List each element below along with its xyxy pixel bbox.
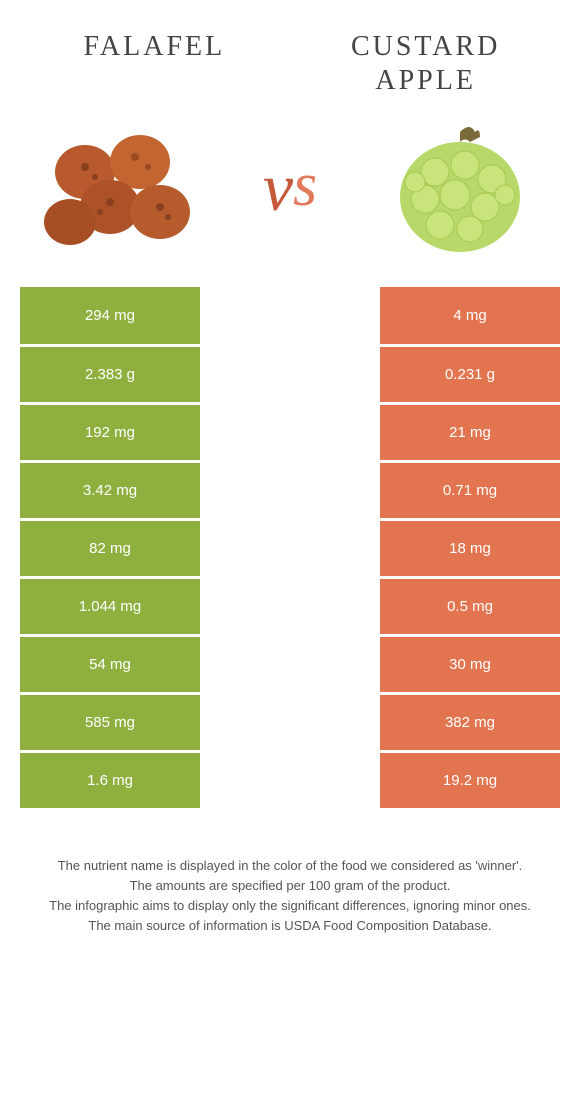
images-row: vs [0, 97, 580, 287]
footnote-line: The amounts are specified per 100 gram o… [10, 876, 570, 896]
vs-s: s [293, 150, 317, 229]
value-right: 382 mg [380, 693, 560, 751]
value-left: 82 mg [20, 519, 200, 577]
nutrient-table: 294 mgSodium4 mg2.383 gSaturated fat0.23… [20, 287, 560, 811]
value-right: 4 mg [380, 287, 560, 345]
value-left: 54 mg [20, 635, 200, 693]
value-right: 0.231 g [380, 345, 560, 403]
value-left: 1.044 mg [20, 577, 200, 635]
food-title-left: FALAFEL [50, 30, 259, 64]
value-right: 18 mg [380, 519, 560, 577]
table-row: 82 mgMagnesium18 mg [20, 519, 560, 577]
table-row: 54 mgCalcium30 mg [20, 635, 560, 693]
footnote-line: The infographic aims to display only the… [10, 896, 570, 916]
value-right: 30 mg [380, 635, 560, 693]
value-right: 0.5 mg [380, 577, 560, 635]
footnote-line: The nutrient name is displayed in the co… [10, 856, 570, 876]
nutrient-name: Vitamin B3 [200, 577, 380, 635]
nutrient-name: Iron [200, 461, 380, 519]
value-left: 192 mg [20, 403, 200, 461]
table-row: 294 mgSodium4 mg [20, 287, 560, 345]
food-title-right: CUSTARD APPLE [321, 30, 530, 97]
nutrient-name: Calcium [200, 635, 380, 693]
vs-label: vs [263, 148, 317, 227]
falafel-icon [40, 117, 200, 257]
table-row: 1.6 mgVitamin C19.2 mg [20, 751, 560, 809]
table-row: 1.044 mgVitamin B30.5 mg [20, 577, 560, 635]
custard-apple-icon [380, 117, 540, 257]
footnote: The nutrient name is displayed in the co… [10, 856, 570, 937]
value-left: 1.6 mg [20, 751, 200, 809]
table-row: 2.383 gSaturated fat0.231 g [20, 345, 560, 403]
footnote-line: The main source of information is USDA F… [10, 916, 570, 936]
value-left: 585 mg [20, 693, 200, 751]
value-right: 0.71 mg [380, 461, 560, 519]
value-left: 2.383 g [20, 345, 200, 403]
table-row: 585 mgPotassium382 mg [20, 693, 560, 751]
value-left: 294 mg [20, 287, 200, 345]
value-right: 21 mg [380, 403, 560, 461]
value-right: 19.2 mg [380, 751, 560, 809]
nutrient-name: Saturated fat [200, 345, 380, 403]
nutrient-name: Vitamin C [200, 751, 380, 809]
header: FALAFEL CUSTARD APPLE [0, 0, 580, 97]
vs-v: v [263, 148, 293, 227]
table-row: 3.42 mgIron0.71 mg [20, 461, 560, 519]
value-left: 3.42 mg [20, 461, 200, 519]
nutrient-name: Potassium [200, 693, 380, 751]
nutrient-name: Magnesium [200, 519, 380, 577]
nutrient-name: Phosphorus [200, 403, 380, 461]
table-row: 192 mgPhosphorus21 mg [20, 403, 560, 461]
nutrient-name: Sodium [200, 287, 380, 345]
